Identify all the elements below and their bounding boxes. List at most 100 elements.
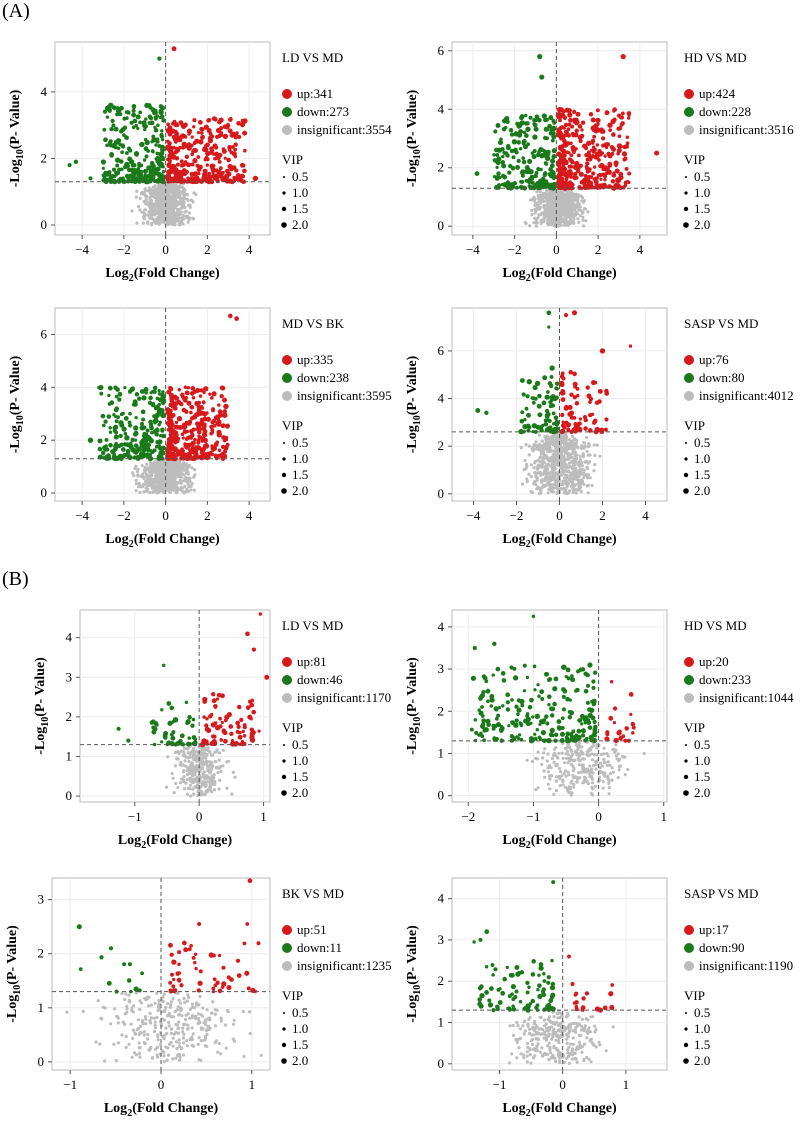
down-regulated-point — [155, 159, 160, 164]
insignificant-point — [172, 211, 176, 215]
insignificant-point — [560, 455, 564, 459]
down-regulated-point — [97, 438, 103, 444]
down-regulated-point — [501, 154, 505, 159]
up-regulated-point — [196, 130, 201, 135]
insignificant-point — [134, 482, 138, 486]
insignificant-point — [157, 484, 161, 489]
up-regulated-point — [171, 46, 177, 52]
down-regulated-point — [148, 395, 153, 401]
down-regulated-point — [129, 441, 133, 446]
up-regulated-point — [595, 117, 601, 124]
down-regulated-point — [139, 172, 143, 177]
down-regulated-point — [133, 430, 139, 436]
insignificant-point — [550, 206, 555, 210]
down-regulated-point — [474, 171, 480, 177]
down-regulated-point — [503, 125, 508, 130]
x-tick-label: 0 — [162, 242, 169, 257]
down-regulated-point — [101, 452, 105, 456]
legend-up-marker — [684, 355, 694, 365]
up-regulated-point — [604, 388, 609, 394]
down-regulated-point — [151, 178, 156, 182]
down-regulated-point — [109, 126, 114, 132]
insignificant-point — [561, 199, 566, 203]
up-regulated-point — [189, 416, 195, 421]
up-regulated-point — [572, 109, 577, 114]
insignificant-point — [182, 191, 186, 195]
down-regulated-point — [157, 144, 162, 148]
up-regulated-point — [179, 159, 184, 164]
up-regulated-point — [203, 177, 208, 182]
down-regulated-point — [118, 112, 123, 117]
up-regulated-point — [556, 167, 561, 172]
up-regulated-point — [584, 146, 589, 151]
vip-title: VIP — [282, 418, 303, 433]
down-regulated-point — [511, 139, 518, 145]
insignificant-point — [176, 201, 180, 205]
vip-size-marker — [685, 442, 687, 444]
vip-size-label: 1.5 — [292, 201, 308, 216]
insignificant-point — [168, 473, 172, 477]
x-tick-label: 2 — [204, 242, 211, 257]
down-regulated-point — [128, 411, 132, 416]
insignificant-point — [538, 471, 542, 475]
x-tick-label: 4 — [246, 508, 253, 523]
insignificant-point — [148, 474, 153, 478]
insignificant-point — [571, 471, 575, 475]
insignificant-point — [583, 207, 588, 211]
up-regulated-point — [195, 401, 200, 406]
down-regulated-point — [109, 152, 114, 157]
insignificant-point — [137, 204, 141, 209]
vip-size-label: 0.5 — [292, 435, 308, 450]
up-regulated-point — [602, 173, 608, 179]
up-regulated-point — [174, 420, 179, 425]
down-regulated-point — [515, 185, 519, 190]
down-regulated-point — [113, 407, 119, 413]
down-regulated-point — [495, 123, 501, 128]
insignificant-point — [537, 213, 541, 217]
insignificant-point — [143, 208, 147, 212]
up-regulated-point — [578, 138, 583, 144]
down-regulated-point — [127, 423, 133, 428]
legend-down-marker — [282, 107, 292, 117]
up-regulated-point — [586, 140, 592, 146]
up-regulated-point — [625, 135, 630, 139]
insignificant-point — [152, 209, 156, 213]
up-regulated-point — [193, 437, 197, 442]
up-regulated-point — [178, 401, 182, 405]
down-regulated-point — [119, 442, 124, 448]
up-regulated-point — [224, 438, 229, 442]
down-regulated-point — [97, 446, 103, 452]
insignificant-point — [564, 490, 568, 494]
x-tick-label: 4 — [246, 242, 253, 257]
down-regulated-point — [552, 125, 556, 129]
up-regulated-point — [612, 117, 617, 122]
up-regulated-point — [574, 401, 580, 406]
down-regulated-point — [113, 434, 119, 440]
vip-size-label: 1.0 — [694, 451, 710, 466]
insignificant-point — [540, 485, 545, 489]
insignificant-point — [184, 209, 188, 213]
insignificant-point — [528, 224, 532, 228]
insignificant-point — [171, 200, 175, 204]
insignificant-point — [167, 478, 171, 482]
legend-up-marker — [282, 355, 292, 365]
down-regulated-point — [495, 165, 499, 170]
down-regulated-point — [531, 400, 536, 405]
up-regulated-point — [199, 131, 204, 135]
down-regulated-point — [549, 383, 554, 388]
up-regulated-point — [202, 401, 206, 405]
insignificant-point — [580, 464, 584, 468]
up-regulated-point — [211, 391, 217, 397]
up-regulated-point — [177, 387, 182, 392]
down-regulated-point — [100, 159, 106, 165]
up-regulated-point — [211, 167, 216, 172]
down-regulated-point — [534, 380, 541, 387]
insignificant-point — [565, 201, 569, 205]
down-regulated-point — [102, 109, 108, 114]
up-regulated-point — [607, 163, 613, 168]
down-regulated-point — [122, 442, 128, 447]
insignificant-point — [153, 477, 157, 481]
vip-title: VIP — [684, 152, 705, 167]
up-regulated-point — [600, 129, 606, 134]
